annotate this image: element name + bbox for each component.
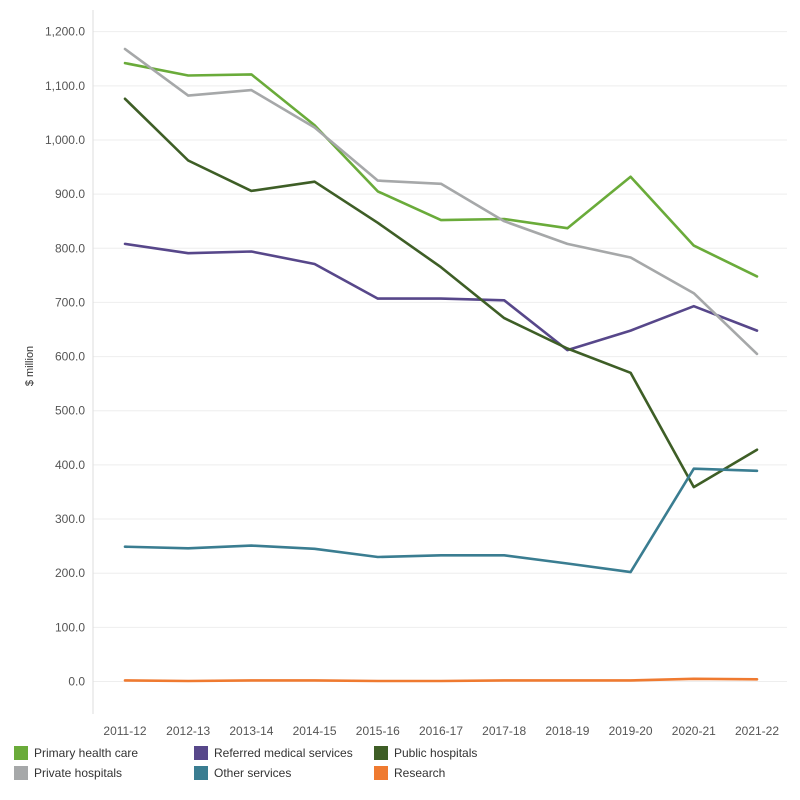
legend-item: Public hospitals	[374, 746, 477, 760]
legend-swatch	[194, 746, 208, 760]
legend-label: Public hospitals	[394, 746, 478, 760]
legend-swatch	[194, 766, 208, 780]
legend-label: Referred medical services	[214, 746, 353, 760]
x-tick-label: 2017-18	[482, 724, 526, 738]
x-axis: 2011-12 2012-13 2013-14 2014-15 2015-16 2016-…	[103, 724, 779, 738]
y-tick-label: 200.0	[55, 566, 85, 580]
legend-item: Other services	[194, 766, 291, 780]
y-tick-label: 400.0	[55, 458, 85, 472]
y-tick-label: 100.0	[55, 620, 85, 634]
y-tick-label: 900.0	[55, 187, 85, 201]
legend-label: Other services	[214, 766, 292, 780]
x-tick-label: 2018-19	[545, 724, 589, 738]
y-tick-label: 500.0	[55, 404, 85, 418]
y-tick-label: 700.0	[55, 295, 85, 309]
y-axis: 0.0 100.0 200.0 300.0 400.0 500.0 600.0 700.0 80…	[45, 10, 94, 714]
legend-swatch	[374, 746, 388, 760]
series-line-public-hospitals	[123, 97, 759, 489]
x-tick-label: 2012-13	[166, 724, 210, 738]
series-line-primary-health-care	[123, 61, 759, 278]
legend-swatch	[14, 766, 28, 780]
x-tick-label: 2011-12	[103, 724, 146, 738]
x-tick-label: 2013-14	[229, 724, 273, 738]
legend-swatch	[374, 766, 388, 780]
series-line-research	[123, 677, 759, 683]
gridlines	[93, 31, 787, 683]
legend-swatch	[14, 746, 28, 760]
legend-item: Private hospitals	[14, 766, 122, 780]
x-tick-label: 2019-20	[609, 724, 653, 738]
x-tick-label: 2021-22	[735, 724, 779, 738]
legend-item: Primary health care	[14, 746, 138, 760]
legend-label: Primary health care	[34, 746, 139, 760]
y-tick-label: 600.0	[55, 350, 85, 364]
x-tick-label: 2015-16	[356, 724, 400, 738]
x-tick-label: 2016-17	[419, 724, 463, 738]
y-tick-label: 1,200.0	[45, 25, 85, 39]
series-lines	[123, 47, 759, 683]
y-tick-label: 800.0	[55, 241, 85, 255]
y-tick-label: 300.0	[55, 512, 85, 526]
legend-item: Research	[374, 766, 445, 780]
legend-label: Private hospitals	[34, 766, 123, 780]
x-tick-label: 2020-21	[672, 724, 716, 738]
series-line-referred-medical-services	[123, 242, 759, 352]
y-tick-label: 0.0	[68, 675, 85, 689]
y-tick-label: 1,000.0	[45, 133, 85, 147]
y-tick-label: 1,100.0	[45, 79, 85, 93]
series-line-other-services	[123, 467, 759, 574]
legend-item: Referred medical services	[194, 746, 353, 760]
series-line-private-hospitals	[123, 47, 759, 356]
legend-label: Research	[394, 766, 446, 780]
x-tick-label: 2014-15	[293, 724, 337, 738]
y-axis-label: $ million	[24, 346, 36, 386]
